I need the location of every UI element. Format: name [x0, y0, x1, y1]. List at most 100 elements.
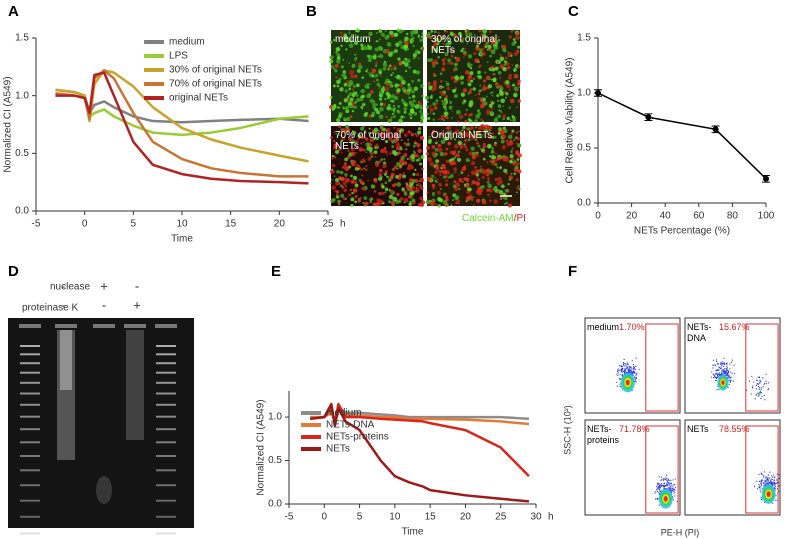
event: [616, 385, 618, 387]
cell: [382, 172, 385, 175]
x-tick-label: 20: [274, 219, 286, 230]
cell: [478, 29, 482, 33]
cell: [490, 78, 493, 81]
cell: [386, 42, 392, 47]
flow-percent: 71.78%: [619, 424, 650, 434]
cell: [335, 76, 338, 79]
cell: [375, 64, 378, 67]
event: [617, 374, 619, 377]
cell: [432, 132, 435, 135]
cell: [517, 185, 520, 188]
cell: [475, 44, 479, 48]
cell: [432, 80, 438, 85]
cell: [384, 35, 390, 40]
cell: [466, 62, 471, 67]
event: [656, 484, 659, 486]
cell: [374, 47, 379, 52]
event: [658, 486, 660, 488]
cell: [494, 41, 498, 45]
cell: [498, 76, 502, 80]
flow-plot: [584, 317, 681, 414]
cell: [504, 196, 508, 201]
cell: [370, 90, 374, 94]
cell: [443, 57, 446, 60]
gel-row-label: proteinase K: [22, 303, 78, 314]
cell: [470, 161, 476, 166]
cell: [515, 31, 520, 36]
cell: [510, 54, 513, 57]
cell: [419, 38, 423, 43]
flow-percent: 15.67%: [719, 322, 750, 332]
cell: [452, 184, 457, 189]
cell: [331, 179, 333, 181]
cell: [484, 71, 487, 74]
cell: [360, 105, 364, 109]
cell: [429, 111, 432, 114]
cell: [498, 190, 504, 195]
cell: [336, 84, 340, 88]
event: [665, 474, 667, 476]
cell: [398, 173, 403, 177]
cell: [448, 175, 451, 179]
cell: [419, 196, 424, 201]
event: [748, 380, 751, 382]
cell: [339, 31, 344, 35]
cell: [472, 196, 475, 199]
cell: [412, 103, 415, 107]
x-tick-label: 60: [693, 211, 705, 222]
cell: [379, 125, 384, 130]
event: [725, 374, 727, 376]
event: [762, 386, 764, 388]
event: [666, 482, 668, 484]
cell: [407, 85, 410, 88]
cell: [464, 138, 468, 142]
ladder-band: [20, 362, 40, 365]
cell: [419, 177, 424, 182]
cell: [443, 119, 446, 122]
event: [773, 487, 776, 489]
cell: [460, 49, 464, 53]
cell: [417, 51, 421, 55]
cell: [393, 126, 396, 129]
cell: [407, 83, 411, 87]
cell: [379, 106, 384, 112]
cell: [427, 139, 432, 144]
cell: [342, 105, 344, 108]
tile-label: 70% of original NETs: [335, 130, 402, 152]
event: [765, 481, 767, 483]
cell: [449, 161, 455, 166]
cell: [490, 66, 493, 70]
cell: [412, 99, 416, 103]
event: [764, 399, 766, 401]
cell: [378, 54, 384, 59]
cell: [392, 72, 394, 74]
event: [673, 492, 675, 494]
cell: [480, 55, 483, 58]
cell: [516, 136, 521, 141]
cell: [361, 158, 366, 163]
event: [729, 377, 731, 379]
cell: [457, 202, 460, 205]
event: [770, 478, 772, 480]
cell: [467, 138, 471, 142]
cell: [515, 88, 519, 92]
ladder-band: [156, 381, 176, 384]
cell: [416, 172, 420, 177]
event: [767, 483, 769, 485]
cell: [355, 145, 359, 149]
cell: [349, 37, 353, 41]
gel-sign: +: [100, 278, 108, 293]
cell: [483, 101, 488, 106]
cell: [440, 92, 445, 96]
cell: [369, 200, 372, 204]
event: [663, 482, 665, 484]
event: [759, 485, 761, 487]
event: [715, 377, 718, 379]
cell: [484, 124, 490, 129]
x-tick-label: 15: [225, 219, 237, 230]
ladder-band: [20, 353, 40, 356]
cell: [437, 190, 441, 195]
y-tick-label: 0.0: [268, 499, 282, 510]
event: [634, 378, 636, 380]
cell: [332, 170, 335, 173]
